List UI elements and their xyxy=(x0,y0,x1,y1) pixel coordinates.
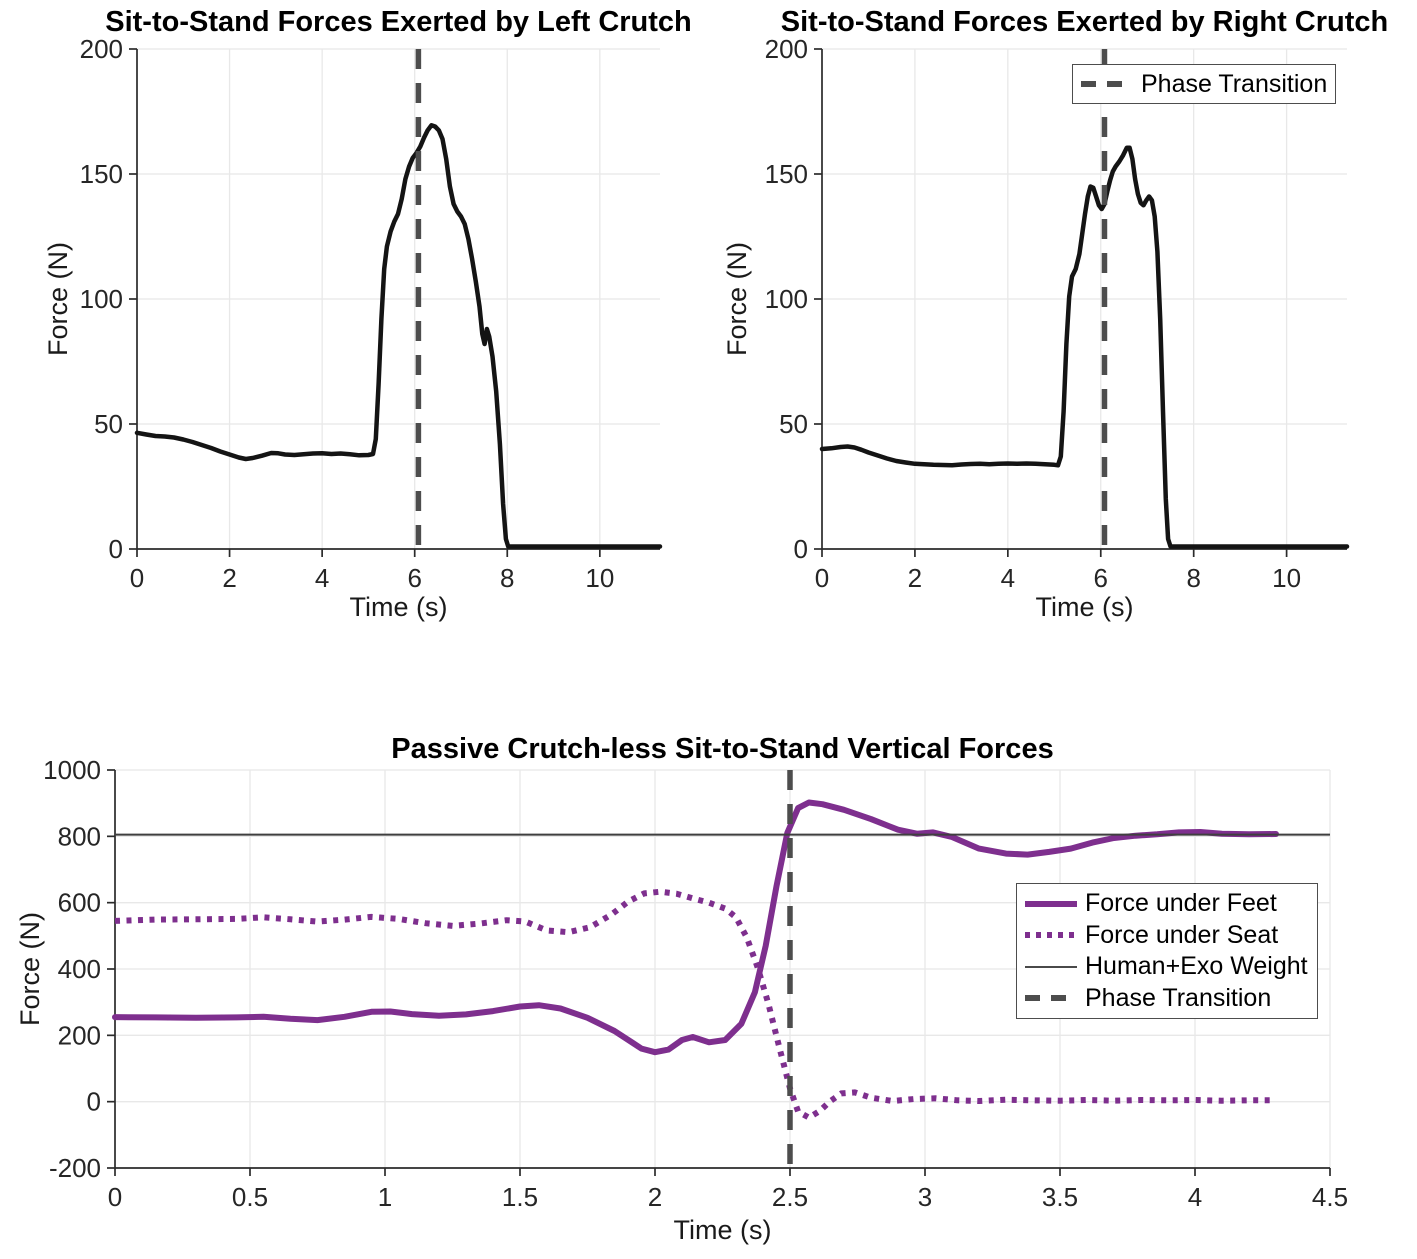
y-tick-label: 100 xyxy=(765,284,808,314)
x-tick-label: 10 xyxy=(585,563,614,593)
x-axis-label: Time (s) xyxy=(673,1215,772,1245)
legend-row: Force under Seat xyxy=(1025,920,1307,952)
y-tick-label: 200 xyxy=(765,34,808,64)
thin-gray-line-sample-icon xyxy=(1025,965,1077,968)
y-tick-label: 0 xyxy=(794,534,808,564)
x-tick-label: 6 xyxy=(1094,563,1108,593)
series-line-right-crutch-force xyxy=(819,145,1350,549)
x-tick-label: 3 xyxy=(918,1182,932,1212)
y-tick-label: 0 xyxy=(87,1087,101,1117)
y-tick-label: 50 xyxy=(779,409,808,439)
legend-forces: Force under Feet Force under Seat Human+… xyxy=(1016,883,1318,1019)
y-tick-label: 200 xyxy=(58,1020,101,1050)
x-tick-label: 0 xyxy=(130,563,144,593)
chart-left-crutch: Sit-to-Stand Forces Exerted by Left Crut… xyxy=(0,0,708,700)
legend-label: Force under Feet xyxy=(1085,889,1277,918)
dashed-line-sample-icon xyxy=(1025,995,1077,1002)
x-tick-label: 8 xyxy=(1186,563,1200,593)
y-tick-label: 800 xyxy=(58,821,101,851)
y-tick-label: 150 xyxy=(765,159,808,189)
legend-row: Phase Transition xyxy=(1081,69,1328,99)
series-line-force-under-feet xyxy=(112,799,1279,1056)
dashed-line-sample-icon xyxy=(1081,81,1133,87)
x-tick-label: 8 xyxy=(500,563,514,593)
legend-row: Force under Feet xyxy=(1025,888,1307,920)
legend-label: Force under Seat xyxy=(1085,920,1279,949)
legend-label: Phase Transition xyxy=(1141,69,1328,98)
x-tick-label: 1.5 xyxy=(502,1182,538,1212)
x-axis-label: Time (s) xyxy=(1035,592,1134,622)
y-tick-label: 100 xyxy=(80,284,123,314)
y-tick-label: 1000 xyxy=(43,755,101,785)
y-tick-label: 150 xyxy=(80,159,123,189)
x-tick-label: 2 xyxy=(648,1182,662,1212)
legend-row: Human+Exo Weight xyxy=(1025,951,1308,983)
y-tick-label: 50 xyxy=(94,409,123,439)
x-tick-label: 0 xyxy=(815,563,829,593)
x-tick-label: 6 xyxy=(407,563,421,593)
y-tick-label: 400 xyxy=(58,954,101,984)
y-tick-label: 600 xyxy=(58,888,101,918)
x-tick-label: 4 xyxy=(315,563,329,593)
legend-label: Phase Transition xyxy=(1085,983,1272,1012)
series-line-left-crutch-force xyxy=(134,123,663,549)
x-tick-label: 4 xyxy=(1001,563,1015,593)
x-tick-label: 2 xyxy=(908,563,922,593)
x-tick-label: 10 xyxy=(1272,563,1301,593)
solid-purple-line-sample-icon xyxy=(1025,900,1077,907)
legend-row: Phase Transition xyxy=(1025,983,1307,1015)
y-tick-label: 200 xyxy=(80,34,123,64)
dotted-purple-line-sample-icon xyxy=(1025,932,1077,939)
legend-phase-transition: Phase Transition xyxy=(1072,64,1336,104)
x-tick-label: 0 xyxy=(108,1182,122,1212)
y-tick-label: -200 xyxy=(49,1153,101,1183)
x-tick-label: 4.5 xyxy=(1312,1182,1348,1212)
x-tick-label: 0.5 xyxy=(232,1182,268,1212)
x-axis-label: Time (s) xyxy=(349,592,448,622)
x-tick-label: 1 xyxy=(378,1182,392,1212)
x-tick-label: 2 xyxy=(222,563,236,593)
chart-passive-vertical-forces: Passive Crutch-less Sit-to-Stand Vertica… xyxy=(0,725,1417,1259)
x-tick-label: 3.5 xyxy=(1042,1182,1078,1212)
x-tick-label: 2.5 xyxy=(772,1182,808,1212)
legend-label: Human+Exo Weight xyxy=(1085,952,1308,981)
y-tick-label: 0 xyxy=(109,534,123,564)
x-tick-label: 4 xyxy=(1188,1182,1202,1212)
chart-right-crutch: Sit-to-Stand Forces Exerted by Right Cru… xyxy=(708,0,1417,700)
